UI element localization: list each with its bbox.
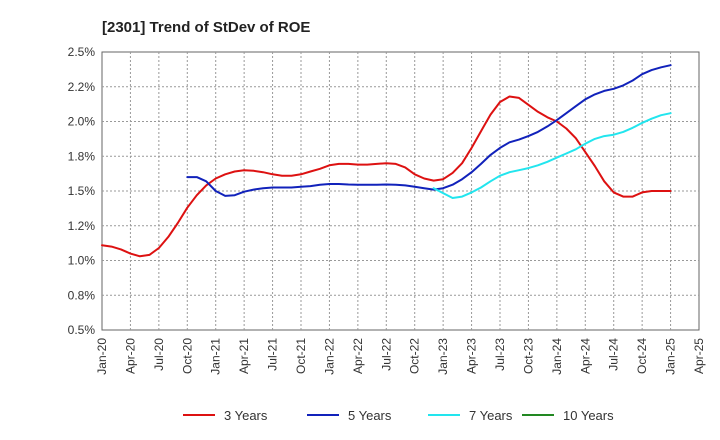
x-tick-label: Oct-22 <box>408 338 422 374</box>
series-line-7-years <box>432 112 672 199</box>
x-tick-label: Jul-22 <box>379 338 393 371</box>
y-tick-label: 0.8% <box>68 288 96 302</box>
x-tick-label: Oct-21 <box>294 338 308 374</box>
x-tick-label: Apr-25 <box>692 338 706 374</box>
grid <box>102 52 699 330</box>
x-tick-label: Jul-20 <box>152 338 166 371</box>
x-tick-label: Oct-24 <box>635 338 649 374</box>
x-axis: Jan-20 Apr-20 Jul-20 Oct-20 Jan-21 Apr-21 Jul-… <box>95 338 706 375</box>
legend-label-10-years: 10 Years <box>563 408 614 423</box>
legend-label-5-years: 5 Years <box>348 408 392 423</box>
legend-label-7-years: 7 Years <box>469 408 513 423</box>
series-line-3-years <box>101 95 672 258</box>
x-tick-label: Oct-23 <box>521 338 535 374</box>
y-tick-label: 2.5% <box>68 45 96 59</box>
x-tick-label: Apr-20 <box>123 338 137 374</box>
x-tick-label: Apr-22 <box>351 338 365 374</box>
legend: 3 Years 5 Years 7 Years 10 Years <box>183 408 614 423</box>
series-layer <box>101 64 672 258</box>
y-tick-label: 0.5% <box>68 323 96 337</box>
x-tick-label: Jan-23 <box>436 338 450 375</box>
y-tick-label: 2.0% <box>68 115 96 129</box>
legend-label-3-years: 3 Years <box>224 408 268 423</box>
x-tick-label: Jan-24 <box>550 338 564 375</box>
x-tick-label: Jan-20 <box>95 338 109 375</box>
x-tick-label: Apr-23 <box>465 338 479 374</box>
y-tick-label: 1.5% <box>68 184 96 198</box>
x-tick-label: Jan-22 <box>322 338 336 375</box>
x-tick-label: Jan-21 <box>209 338 223 375</box>
y-axis: 0.5% 0.8% 1.0% 1.2% 1.5% 1.8% 2.0% 2.2% 2.5% <box>68 45 96 337</box>
y-tick-label: 1.0% <box>68 254 96 268</box>
chart-title: [2301] Trend of StDev of ROE <box>102 19 310 36</box>
series-line-5-years <box>186 64 672 197</box>
x-tick-label: Jul-24 <box>607 338 621 371</box>
x-tick-label: Apr-24 <box>578 338 592 374</box>
x-tick-label: Jul-23 <box>493 338 507 371</box>
y-tick-label: 1.2% <box>68 219 96 233</box>
x-tick-label: Oct-20 <box>180 338 194 374</box>
y-tick-label: 2.2% <box>68 80 96 94</box>
x-tick-label: Jul-21 <box>266 338 280 371</box>
x-tick-label: Apr-21 <box>237 338 251 374</box>
x-tick-label: Jan-25 <box>664 338 678 375</box>
y-tick-label: 1.8% <box>68 149 96 163</box>
